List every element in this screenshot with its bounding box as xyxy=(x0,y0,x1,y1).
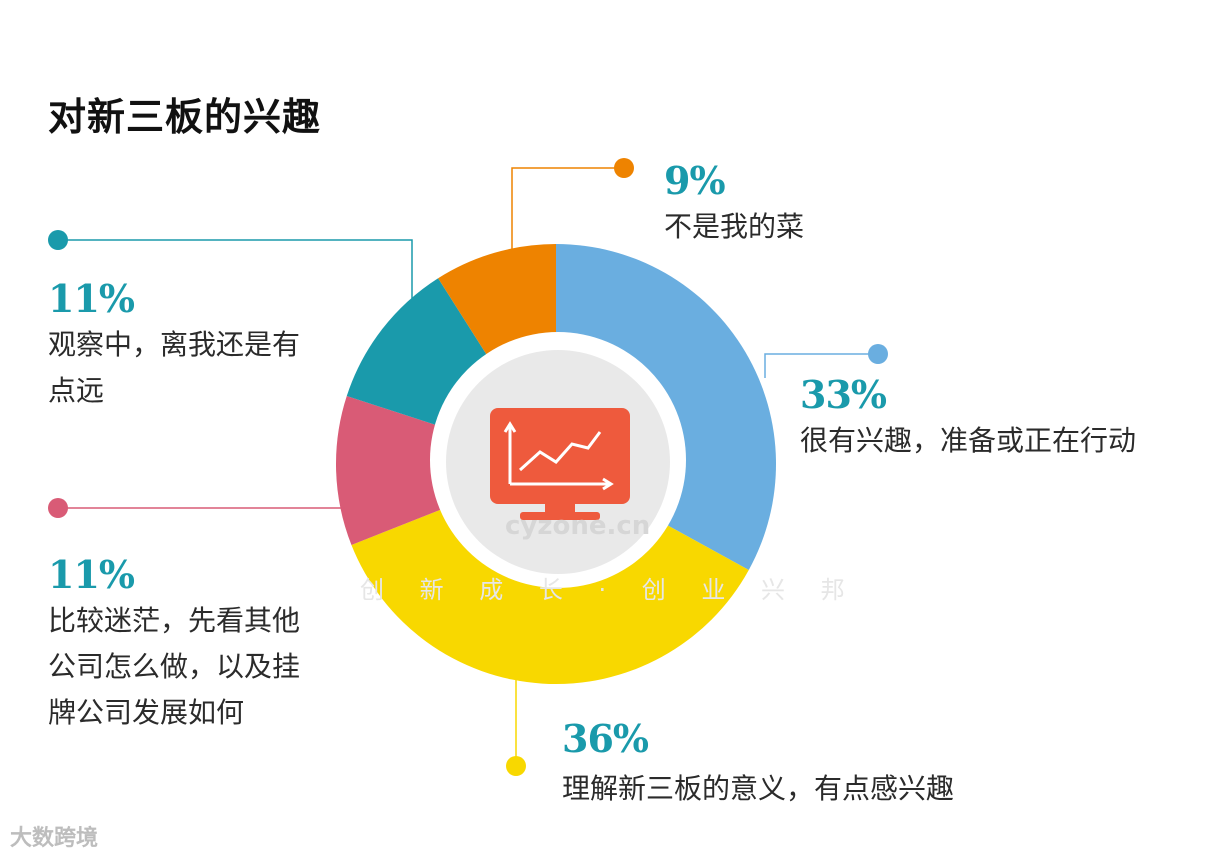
desc-label-s0: 很有兴趣，准备或正在行动 xyxy=(800,424,1137,457)
leader-dot-s3 xyxy=(48,230,68,250)
leader-dot-s0 xyxy=(868,344,888,364)
desc-label-s1: 理解新三板的意义，有点感兴趣 xyxy=(562,772,955,805)
pct-label-s0: 33% xyxy=(800,372,887,417)
leader-line-s0 xyxy=(764,353,878,378)
leader-dot-s2 xyxy=(48,498,68,518)
leader-line-s3 xyxy=(58,239,413,300)
desc-line: 点远 xyxy=(48,374,105,407)
brand-logo: 大数跨境 xyxy=(10,826,99,851)
leader-dot-s4 xyxy=(614,158,634,178)
desc-line: 公司怎么做，以及挂 xyxy=(48,650,301,683)
desc-line: 观察中，离我还是有 xyxy=(48,328,301,361)
monitor-chart-icon xyxy=(490,408,630,520)
desc-line: 牌公司发展如何 xyxy=(48,696,245,729)
watermark-site: cyzone.cn xyxy=(505,511,650,541)
desc-line: 比较迷茫，先看其他 xyxy=(48,604,301,637)
pct-label-s3: 11% xyxy=(48,276,135,321)
desc-label-s2: 比较迷茫，先看其他 公司怎么做，以及挂 牌公司发展如何 xyxy=(48,598,300,736)
desc-label-s4: 不是我的菜 xyxy=(664,210,805,243)
chart-title: 对新三板的兴趣 xyxy=(48,95,322,139)
pct-label-s2: 11% xyxy=(48,552,135,597)
leader-dot-s1 xyxy=(506,756,526,776)
leader-line-s4 xyxy=(511,167,622,250)
watermark-slogan: 创 新 成 长 · 创 业 兴 邦 xyxy=(360,576,859,604)
desc-label-s3: 观察中，离我还是有 点远 xyxy=(48,322,300,414)
pct-label-s4: 9% xyxy=(664,158,726,203)
pct-label-s1: 36% xyxy=(562,716,649,761)
